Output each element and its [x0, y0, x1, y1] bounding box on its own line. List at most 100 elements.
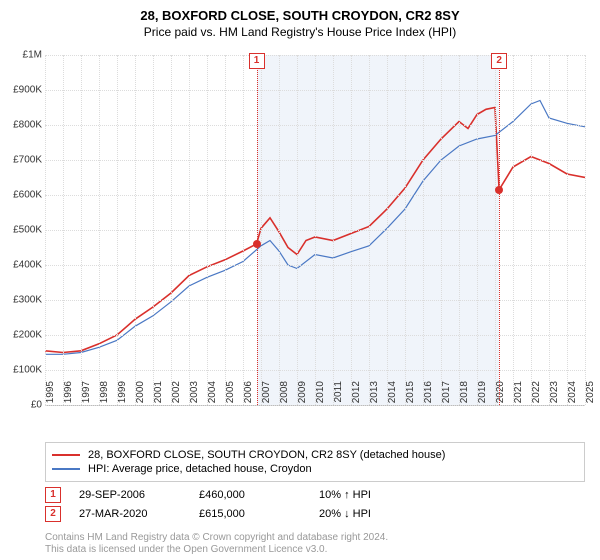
transaction-price: £460,000: [199, 489, 319, 501]
gridline-v: [45, 55, 46, 405]
x-axis-label: 2001: [153, 381, 164, 411]
x-axis-label: 2021: [513, 381, 524, 411]
x-axis-label: 2008: [279, 381, 290, 411]
gridline-v: [351, 55, 352, 405]
transactions-table: 1 29-SEP-2006 £460,000 10% ↑ HPI 2 27-MA…: [45, 484, 585, 525]
x-axis-label: 2024: [567, 381, 578, 411]
x-axis-label: 2007: [261, 381, 272, 411]
x-axis-label: 2022: [531, 381, 542, 411]
gridline-v: [495, 55, 496, 405]
x-axis-label: 2012: [351, 381, 362, 411]
gridline-v: [207, 55, 208, 405]
x-axis-label: 2025: [585, 381, 596, 411]
gridline-v: [171, 55, 172, 405]
chart-title: 28, BOXFORD CLOSE, SOUTH CROYDON, CR2 8S…: [0, 8, 600, 23]
event-number-box: 2: [45, 506, 61, 522]
y-axis-label: £500K: [6, 225, 42, 236]
y-axis-label: £700K: [6, 155, 42, 166]
x-axis-label: 2013: [369, 381, 380, 411]
gridline-v: [117, 55, 118, 405]
x-axis-label: 1995: [45, 381, 56, 411]
y-axis-label: £900K: [6, 85, 42, 96]
x-axis-label: 2016: [423, 381, 434, 411]
x-axis-label: 1998: [99, 381, 110, 411]
transaction-date: 29-SEP-2006: [79, 489, 199, 501]
y-axis-label: £1M: [6, 50, 42, 61]
y-axis-label: £600K: [6, 190, 42, 201]
y-axis-label: £200K: [6, 330, 42, 341]
event-point-marker: [253, 240, 261, 248]
gridline-v: [261, 55, 262, 405]
gridline-v: [315, 55, 316, 405]
x-axis-label: 1996: [63, 381, 74, 411]
gridline-v: [531, 55, 532, 405]
gridline-v: [63, 55, 64, 405]
gridline-v: [441, 55, 442, 405]
transaction-price: £615,000: [199, 508, 319, 520]
x-axis-label: 2015: [405, 381, 416, 411]
gridline-v: [225, 55, 226, 405]
transaction-delta: 20% ↓ HPI: [319, 508, 439, 520]
table-row: 2 27-MAR-2020 £615,000 20% ↓ HPI: [45, 506, 585, 522]
x-axis-label: 2005: [225, 381, 236, 411]
gridline-v: [477, 55, 478, 405]
chart-plot-area: 1995199619971998199920002001200220032004…: [45, 55, 585, 406]
event-point-marker: [495, 186, 503, 194]
gridline-v: [99, 55, 100, 405]
gridline-v: [387, 55, 388, 405]
x-axis-label: 2011: [333, 381, 344, 411]
y-axis-label: £0: [6, 400, 42, 411]
gridline-v: [369, 55, 370, 405]
x-axis-label: 2010: [315, 381, 326, 411]
gridline-v: [405, 55, 406, 405]
y-axis-label: £800K: [6, 120, 42, 131]
gridline-v: [459, 55, 460, 405]
gridline-v: [513, 55, 514, 405]
gridline-v: [81, 55, 82, 405]
footer-line: This data is licensed under the Open Gov…: [45, 544, 388, 556]
gridline-v: [297, 55, 298, 405]
legend-box: 28, BOXFORD CLOSE, SOUTH CROYDON, CR2 8S…: [45, 442, 585, 482]
legend-label: HPI: Average price, detached house, Croy…: [88, 463, 312, 475]
y-axis-label: £300K: [6, 295, 42, 306]
gridline-v: [243, 55, 244, 405]
legend-item: HPI: Average price, detached house, Croy…: [52, 463, 578, 475]
x-axis-label: 2004: [207, 381, 218, 411]
transaction-delta: 10% ↑ HPI: [319, 489, 439, 501]
gridline-v: [333, 55, 334, 405]
x-axis-label: 2002: [171, 381, 182, 411]
x-axis-label: 2009: [297, 381, 308, 411]
x-axis-label: 2023: [549, 381, 560, 411]
legend-item: 28, BOXFORD CLOSE, SOUTH CROYDON, CR2 8S…: [52, 449, 578, 461]
event-line: [257, 55, 258, 405]
x-axis-label: 2020: [495, 381, 506, 411]
x-axis-label: 2006: [243, 381, 254, 411]
gridline-v: [567, 55, 568, 405]
gridline-v: [153, 55, 154, 405]
title-block: 28, BOXFORD CLOSE, SOUTH CROYDON, CR2 8S…: [0, 0, 600, 39]
x-axis-label: 2018: [459, 381, 470, 411]
x-axis-label: 2014: [387, 381, 398, 411]
gridline-v: [585, 55, 586, 405]
y-axis-label: £100K: [6, 365, 42, 376]
event-number-box: 1: [45, 487, 61, 503]
legend-swatch: [52, 468, 80, 470]
legend-swatch: [52, 454, 80, 456]
gridline-v: [279, 55, 280, 405]
event-line: [499, 55, 500, 405]
footer-attribution: Contains HM Land Registry data © Crown c…: [45, 532, 388, 556]
x-axis-label: 1997: [81, 381, 92, 411]
event-number-marker: 1: [249, 53, 265, 69]
gridline-v: [423, 55, 424, 405]
table-row: 1 29-SEP-2006 £460,000 10% ↑ HPI: [45, 487, 585, 503]
x-axis-label: 2019: [477, 381, 488, 411]
gridline-v: [135, 55, 136, 405]
legend-label: 28, BOXFORD CLOSE, SOUTH CROYDON, CR2 8S…: [88, 449, 445, 461]
x-axis-label: 1999: [117, 381, 128, 411]
transaction-date: 27-MAR-2020: [79, 508, 199, 520]
chart-subtitle: Price paid vs. HM Land Registry's House …: [0, 25, 600, 39]
footer-line: Contains HM Land Registry data © Crown c…: [45, 532, 388, 544]
event-number-marker: 2: [491, 53, 507, 69]
gridline-v: [549, 55, 550, 405]
x-axis-label: 2000: [135, 381, 146, 411]
